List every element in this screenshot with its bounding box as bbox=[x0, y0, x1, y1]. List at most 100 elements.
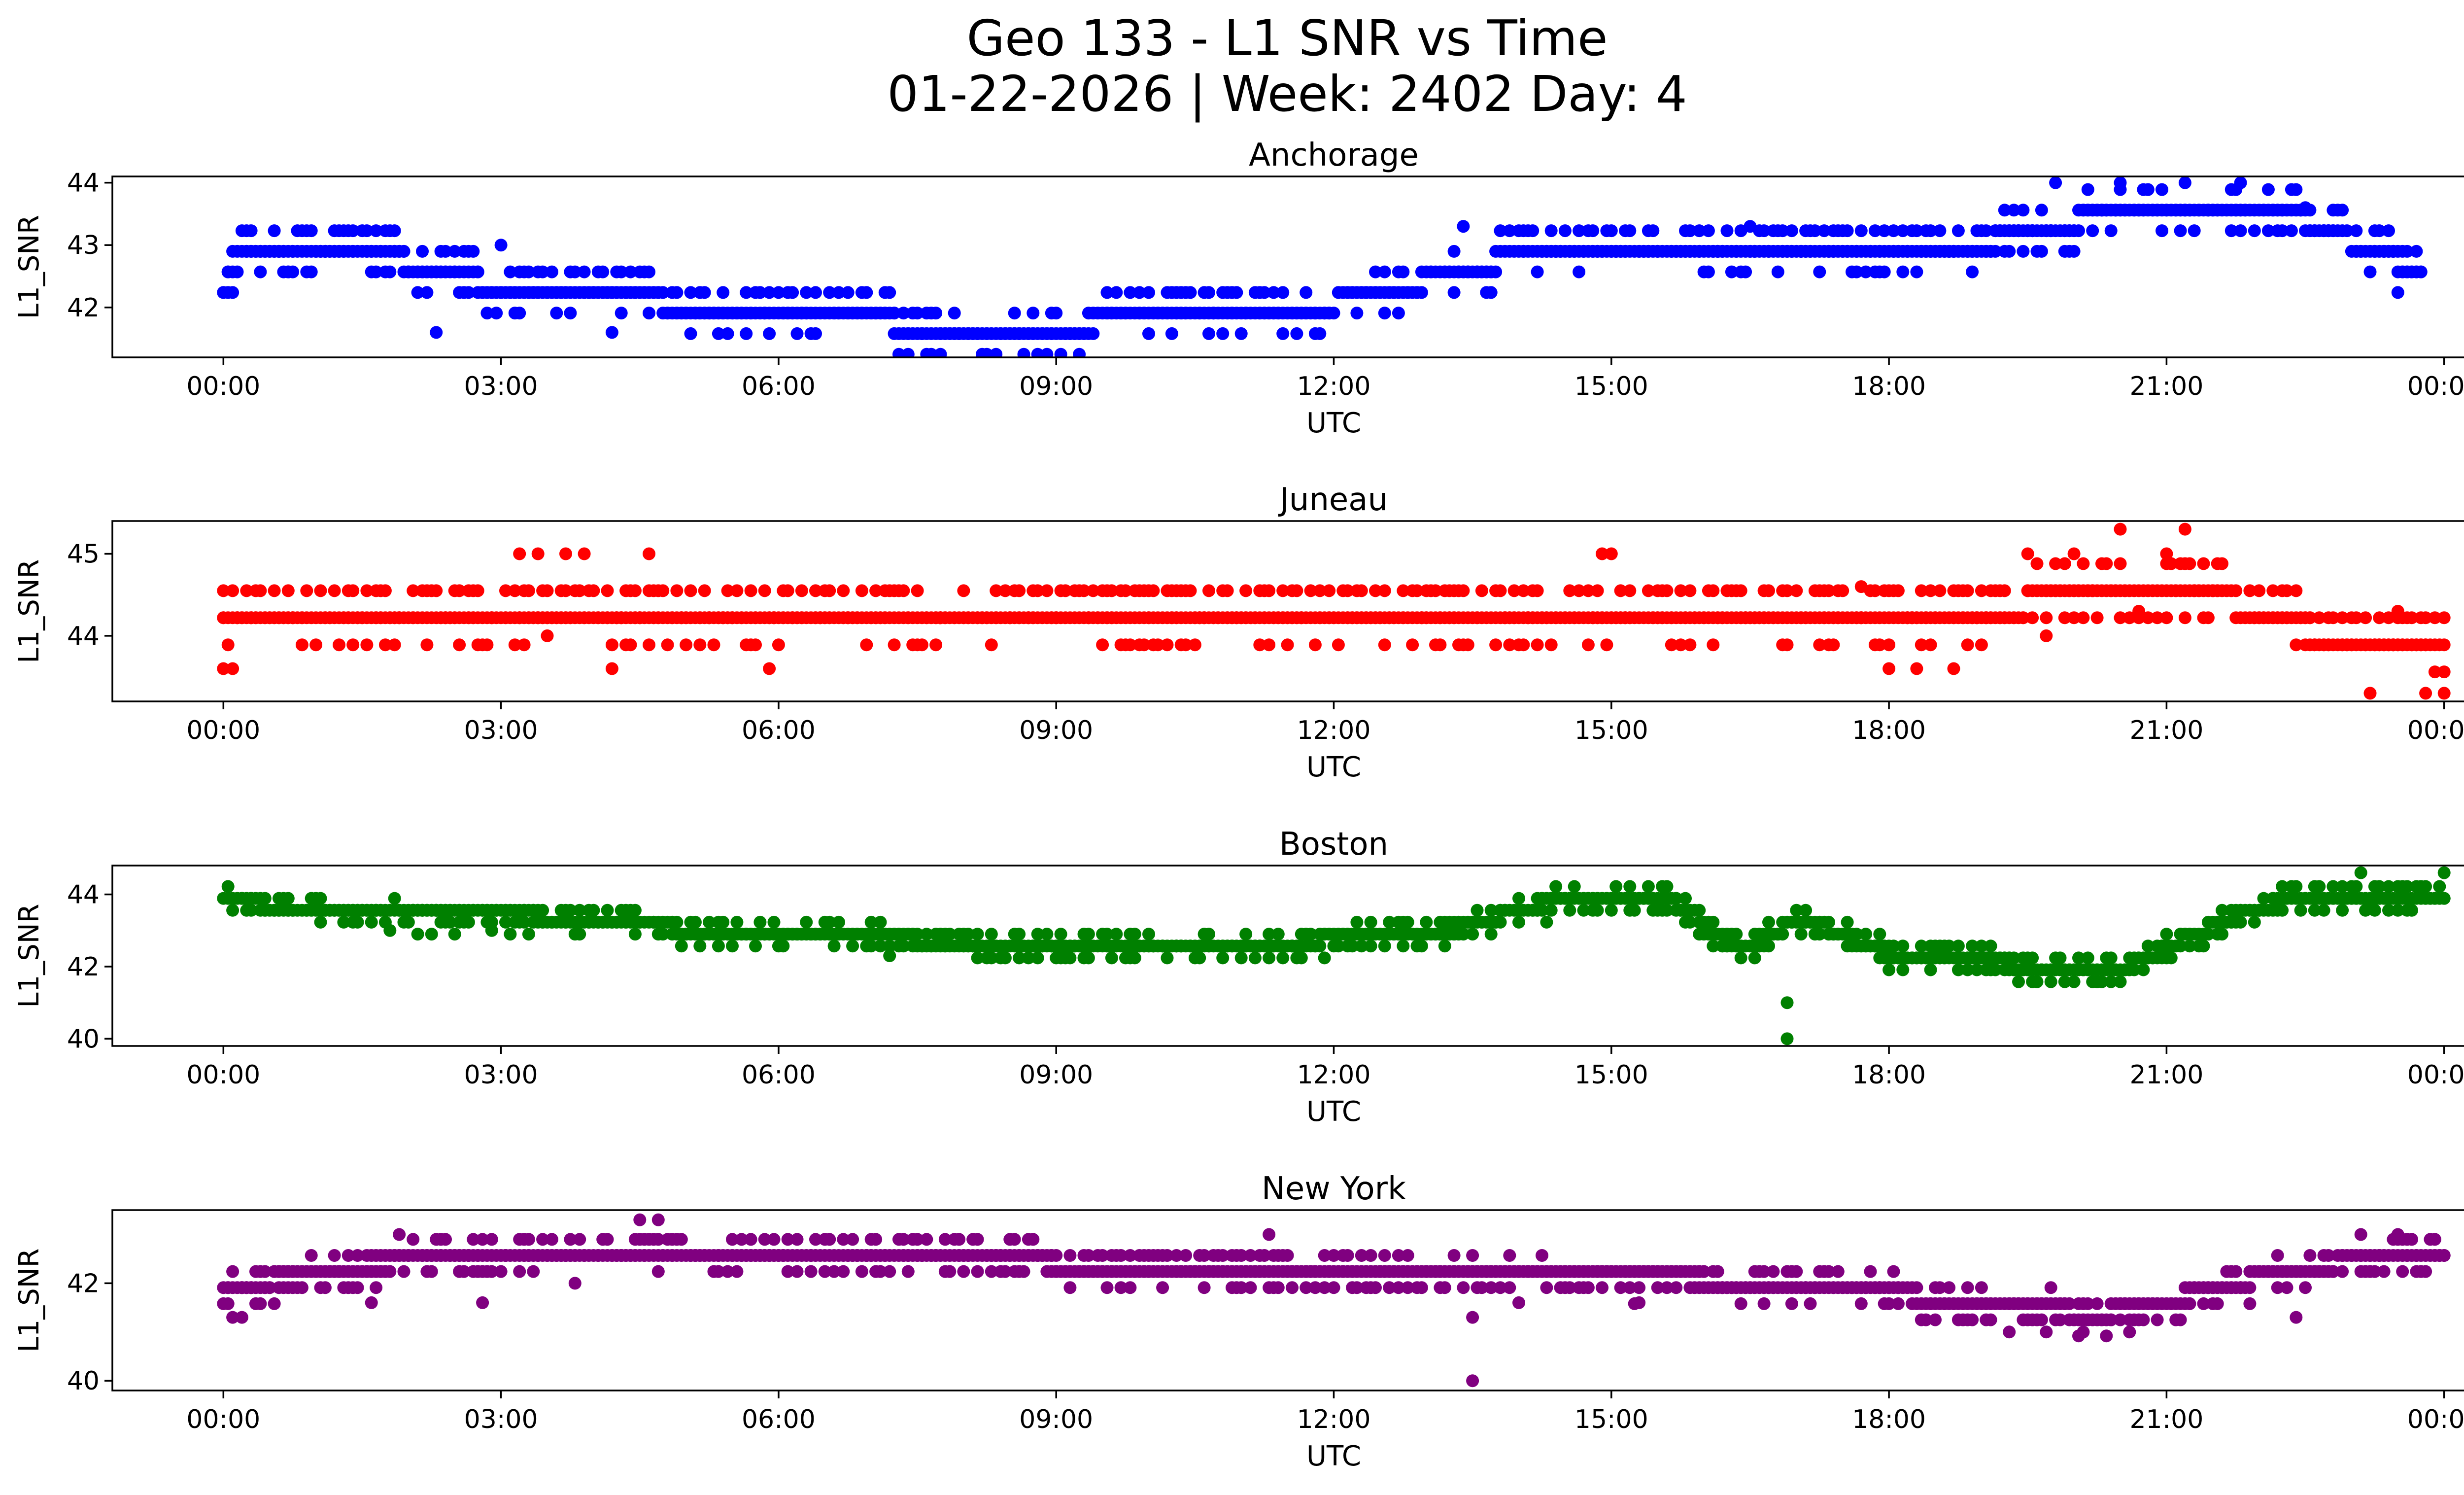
data-point bbox=[1896, 265, 1910, 278]
data-point-outlier bbox=[217, 662, 230, 675]
data-point-outlier bbox=[1780, 996, 1794, 1009]
data-point bbox=[1124, 638, 1137, 652]
data-point-outlier bbox=[2003, 1325, 2016, 1339]
data-point bbox=[915, 638, 928, 652]
data-point bbox=[480, 307, 494, 320]
data-point bbox=[795, 584, 808, 597]
data-point bbox=[1355, 939, 1368, 953]
data-point-outlier bbox=[1744, 220, 1757, 233]
data-point bbox=[688, 915, 702, 929]
data-point-outlier bbox=[531, 547, 545, 560]
data-point bbox=[883, 939, 896, 953]
data-point bbox=[559, 584, 572, 597]
data-point-outlier bbox=[651, 1213, 665, 1226]
data-point bbox=[901, 1265, 915, 1278]
data-point bbox=[860, 638, 873, 652]
data-point bbox=[703, 915, 716, 929]
data-point bbox=[656, 928, 670, 941]
data-point bbox=[1989, 963, 2002, 976]
data-point bbox=[1188, 638, 1201, 652]
data-point bbox=[388, 224, 401, 238]
data-point bbox=[513, 307, 526, 320]
data-point bbox=[1438, 1281, 1451, 1294]
data-point bbox=[1304, 584, 1317, 597]
data-point bbox=[1573, 584, 1586, 597]
data-point bbox=[2437, 611, 2451, 625]
data-point bbox=[675, 1233, 688, 1246]
data-point bbox=[2234, 224, 2247, 238]
data-point bbox=[643, 638, 655, 652]
data-point bbox=[1397, 265, 1410, 278]
data-point bbox=[864, 915, 878, 929]
data-point bbox=[712, 327, 725, 340]
data-point bbox=[254, 1297, 267, 1310]
data-point bbox=[985, 638, 998, 652]
data-point bbox=[351, 1249, 364, 1262]
data-point bbox=[1503, 224, 1516, 238]
data-point bbox=[504, 265, 517, 278]
data-point bbox=[1929, 1313, 1942, 1326]
data-point bbox=[2063, 1297, 2076, 1310]
data-point bbox=[1984, 939, 1997, 953]
data-point bbox=[2261, 183, 2275, 196]
data-point bbox=[378, 584, 392, 597]
data-point bbox=[735, 1233, 748, 1246]
data-point bbox=[809, 327, 822, 340]
data-point bbox=[2290, 880, 2303, 893]
scatter-series bbox=[217, 176, 2428, 357]
data-point bbox=[929, 638, 943, 652]
data-point bbox=[846, 939, 859, 953]
data-point bbox=[1082, 951, 1095, 965]
data-point-outlier bbox=[1854, 580, 1868, 593]
data-point bbox=[2017, 611, 2030, 625]
data-point bbox=[656, 286, 670, 299]
data-point bbox=[314, 892, 327, 905]
data-point bbox=[680, 638, 693, 652]
data-point bbox=[1397, 584, 1410, 597]
data-point bbox=[1813, 928, 1826, 941]
data-point bbox=[1831, 1265, 1845, 1278]
data-point-outlier bbox=[430, 326, 443, 339]
data-point bbox=[244, 904, 258, 917]
data-point bbox=[1910, 265, 1923, 278]
data-point bbox=[1804, 1297, 1817, 1310]
data-point bbox=[1017, 1265, 1030, 1278]
data-point bbox=[1494, 915, 1507, 929]
data-point bbox=[1785, 1297, 1798, 1310]
data-point bbox=[1202, 286, 1215, 299]
data-point bbox=[846, 1233, 859, 1246]
data-point bbox=[1073, 348, 1086, 357]
x-axis-label: UTC bbox=[1306, 1440, 1361, 1472]
data-point bbox=[1050, 307, 1063, 320]
data-point bbox=[295, 638, 308, 652]
data-point bbox=[1484, 904, 1498, 917]
data-point bbox=[1161, 638, 1174, 652]
data-point bbox=[827, 1265, 841, 1278]
data-point bbox=[2382, 611, 2395, 625]
data-point bbox=[564, 307, 577, 320]
data-point bbox=[1234, 1249, 1248, 1262]
data-point bbox=[2012, 975, 2025, 988]
data-point bbox=[2327, 611, 2340, 625]
data-point bbox=[1350, 1281, 1364, 1294]
data-point bbox=[1392, 1249, 1405, 1262]
data-point bbox=[1841, 915, 1854, 929]
data-point bbox=[624, 638, 637, 652]
data-point bbox=[309, 638, 323, 652]
data-point bbox=[1767, 1265, 1780, 1278]
data-point bbox=[1605, 224, 1618, 238]
data-point bbox=[1536, 904, 1548, 917]
data-point bbox=[494, 1265, 508, 1278]
data-point bbox=[837, 1233, 850, 1246]
data-point bbox=[2248, 915, 2261, 929]
data-point-outlier bbox=[2040, 1325, 2053, 1339]
data-point bbox=[1683, 638, 1697, 652]
data-point bbox=[1415, 1281, 1428, 1294]
data-point bbox=[1318, 951, 1331, 965]
data-point bbox=[1087, 327, 1100, 340]
y-axis-label: L1_SNR bbox=[13, 559, 45, 663]
data-point bbox=[1961, 1281, 1974, 1294]
data-point-outlier bbox=[2363, 902, 2377, 915]
data-point bbox=[804, 1265, 818, 1278]
